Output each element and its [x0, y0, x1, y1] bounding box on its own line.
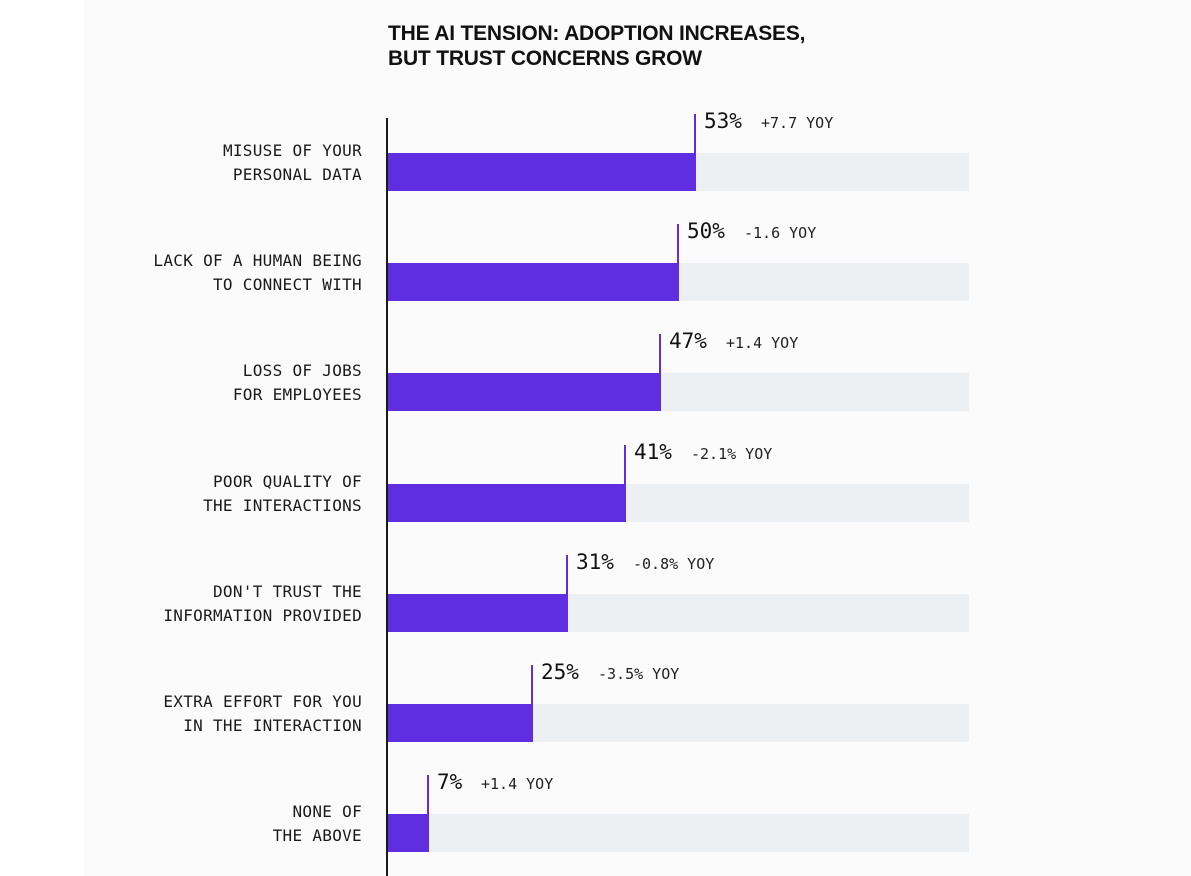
category-label: LACK OF A HUMAN BEING TO CONNECT WITH: [42, 249, 362, 297]
value-marker-line: [427, 775, 429, 814]
category-label-line: TO CONNECT WITH: [213, 275, 362, 294]
category-label: EXTRA EFFORT FOR YOU IN THE INTERACTION: [42, 690, 362, 738]
bar: [388, 484, 626, 522]
category-label: NONE OF THE ABOVE: [42, 800, 362, 848]
category-label-line: POOR QUALITY OF: [213, 472, 362, 491]
value-label: 50%: [687, 219, 725, 243]
yoy-change-label: +7.7 YOY: [761, 114, 834, 132]
chart-title: THE AI TENSION: ADOPTION INCREASES, BUT …: [388, 21, 806, 71]
value-marker-line: [624, 445, 626, 484]
yoy-change-label: -1.6 YOY: [744, 224, 817, 242]
yoy-change-label: +1.4 YOY: [726, 334, 799, 352]
category-label: DON'T TRUST THE INFORMATION PROVIDED: [42, 580, 362, 628]
yoy-change-label: -2.1% YOY: [691, 445, 773, 463]
bar: [388, 704, 533, 742]
chart-title-line-1: THE AI TENSION: ADOPTION INCREASES,: [388, 22, 806, 45]
y-axis-line: [386, 118, 388, 876]
bar: [388, 153, 696, 191]
category-label-line: PERSONAL DATA: [232, 165, 362, 184]
category-label-line: NONE OF: [292, 802, 362, 821]
chart-title-line-2: BUT TRUST CONCERNS GROW: [388, 47, 702, 70]
value-marker-line: [531, 665, 533, 704]
value-marker-line: [566, 555, 568, 594]
bar: [388, 373, 661, 411]
category-label-line: THE ABOVE: [272, 826, 362, 845]
category-label-line: LACK OF A HUMAN BEING: [153, 251, 362, 270]
bar: [388, 814, 429, 852]
value-marker-line: [677, 224, 679, 263]
bar-track: [388, 814, 969, 852]
value-label: 25%: [541, 660, 579, 684]
category-label-line: FOR EMPLOYEES: [232, 385, 362, 404]
category-label-line: THE INTERACTIONS: [203, 496, 362, 515]
category-label-line: EXTRA EFFORT FOR YOU: [163, 692, 362, 711]
yoy-change-label: -0.8% YOY: [633, 555, 715, 573]
category-label-line: DON'T TRUST THE: [213, 582, 362, 601]
category-label: MISUSE OF YOUR PERSONAL DATA: [42, 139, 362, 187]
value-marker-line: [694, 114, 696, 153]
yoy-change-label: -3.5% YOY: [598, 665, 680, 683]
value-label: 41%: [634, 440, 672, 464]
bar: [388, 594, 568, 632]
value-label: 31%: [576, 550, 614, 574]
category-label-line: MISUSE OF YOUR: [222, 141, 362, 160]
value-label: 7%: [437, 770, 463, 794]
category-label-line: IN THE INTERACTION: [183, 716, 362, 735]
value-marker-line: [659, 334, 661, 373]
value-label: 53%: [704, 109, 742, 133]
category-label-line: LOSS OF JOBS: [242, 361, 362, 380]
category-label: LOSS OF JOBS FOR EMPLOYEES: [42, 359, 362, 407]
chart-panel: [84, 0, 1191, 876]
category-label: POOR QUALITY OF THE INTERACTIONS: [42, 470, 362, 518]
yoy-change-label: +1.4 YOY: [481, 775, 554, 793]
bar: [388, 263, 679, 301]
category-label-line: INFORMATION PROVIDED: [163, 606, 362, 625]
value-label: 47%: [669, 329, 707, 353]
